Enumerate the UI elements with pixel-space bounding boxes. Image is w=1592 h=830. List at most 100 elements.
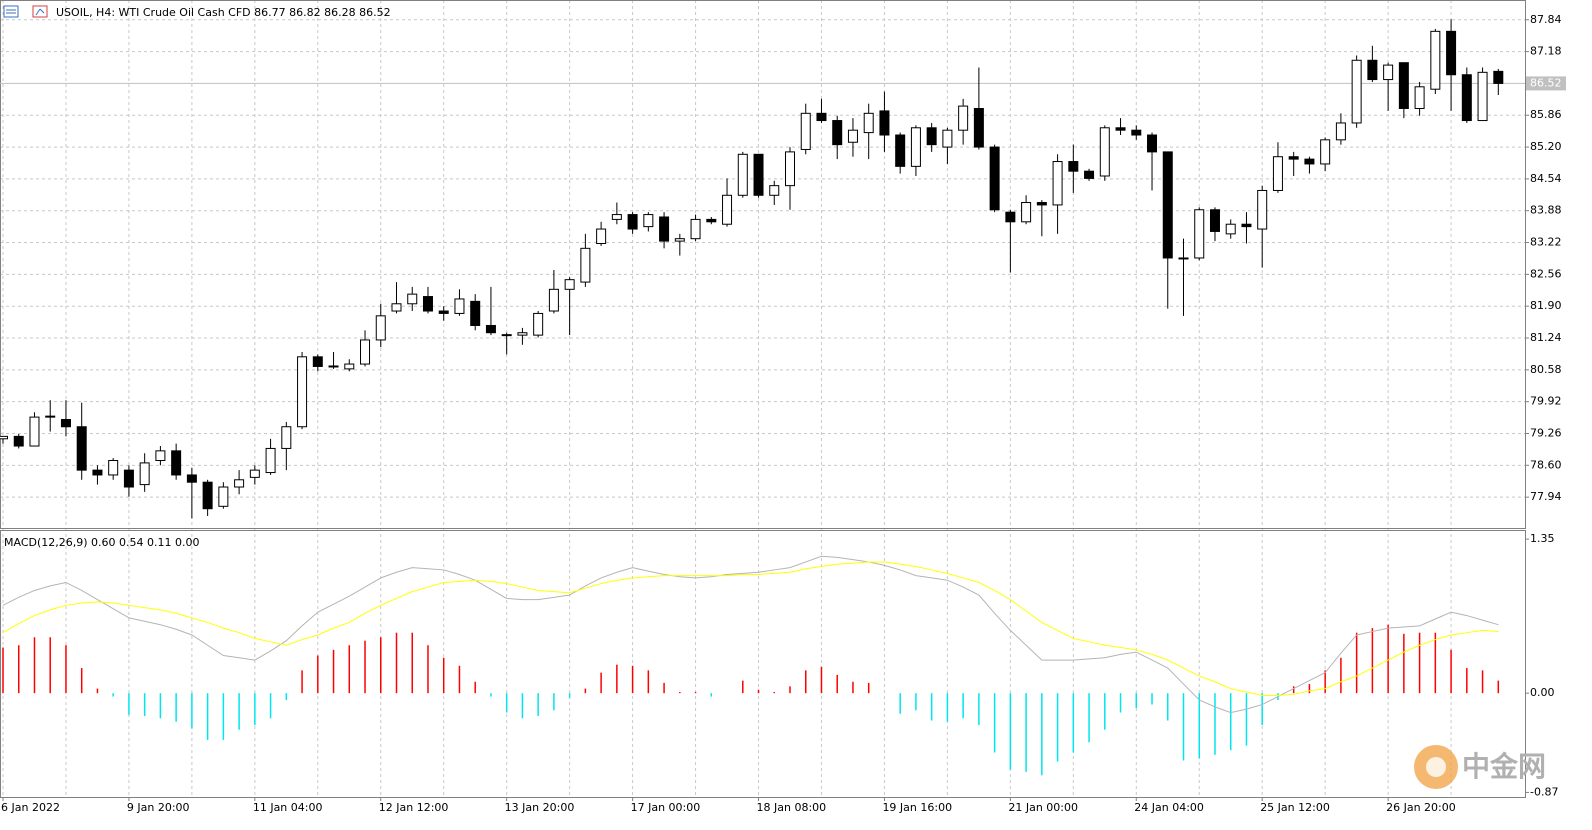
candle-body: [973, 107, 984, 148]
y-tick-label: 79.92: [1530, 395, 1562, 408]
candle-body: [1147, 134, 1158, 153]
y-tick-label: 85.86: [1530, 108, 1562, 121]
candle-body: [139, 462, 150, 486]
candle-body: [202, 481, 213, 510]
y-tick-label: 77.94: [1530, 490, 1562, 503]
candle-body: [611, 214, 622, 220]
candle-body: [548, 288, 559, 312]
candle-body: [1209, 209, 1220, 232]
candle-body: [690, 218, 701, 240]
candle-body: [123, 469, 134, 488]
candle-body: [1021, 202, 1032, 223]
candle-body: [533, 312, 544, 336]
candle-body: [470, 300, 481, 326]
candle-body: [895, 134, 906, 167]
candle-body: [1194, 209, 1205, 259]
indicator-title: MACD(12,26,9) 0.60 0.54 0.11 0.00: [4, 536, 200, 549]
x-tick-label: 26 Jan 20:00: [1386, 801, 1456, 814]
candle-body: [45, 415, 56, 418]
candle-body: [1461, 74, 1472, 122]
candle-body: [879, 110, 890, 136]
candle-body: [958, 105, 969, 131]
candle-body: [344, 363, 355, 370]
candle-body: [1099, 127, 1110, 177]
x-tick-label: 19 Jan 16:00: [882, 801, 952, 814]
candle-body: [1115, 127, 1126, 131]
candle-body: [517, 332, 528, 336]
candle-body: [737, 153, 748, 196]
candle-body: [910, 127, 921, 167]
candle-body: [186, 474, 197, 483]
chart-icon-line: [35, 8, 41, 16]
x-tick-label: 13 Jan 20:00: [505, 801, 575, 814]
candle-body: [580, 247, 591, 283]
indicator-line: [2, 561, 1499, 696]
candle-body: [454, 298, 465, 314]
candle-body: [942, 129, 953, 148]
y-tick-label: 81.24: [1530, 331, 1562, 344]
candle-body: [234, 479, 245, 488]
candle-body: [1036, 202, 1047, 206]
candle-body: [1383, 64, 1394, 81]
chart-icon[interactable]: [32, 5, 48, 18]
candle-body: [391, 303, 402, 312]
candle-body: [265, 447, 276, 474]
grid-layer: [0, 0, 1525, 797]
candle-body: [863, 112, 874, 134]
candle-body: [1367, 59, 1378, 81]
x-tick-label: 6 Jan 2022: [1, 801, 60, 814]
candle-body: [753, 153, 764, 196]
candle-body: [422, 296, 433, 312]
candle-body: [1398, 62, 1409, 109]
candle-body: [1052, 161, 1063, 206]
candle-body: [0, 435, 8, 440]
menu-icon[interactable]: [3, 5, 19, 18]
candle-body: [1162, 151, 1173, 259]
candle-body: [847, 129, 858, 143]
candle-body: [76, 426, 87, 471]
candle-body: [816, 112, 827, 122]
main-frame: [0, 0, 1526, 529]
candle-body: [297, 356, 308, 428]
candle-body: [375, 315, 386, 341]
chart-title: USOIL, H4: WTI Crude Oil Cash CFD 86.77 …: [56, 6, 391, 19]
candle-body: [1068, 161, 1079, 172]
y2-tick-label: 1.35: [1530, 532, 1555, 545]
last-price-label: 86.52: [1530, 76, 1562, 89]
x-tick-label: 24 Jan 04:00: [1134, 801, 1204, 814]
candle-body: [1477, 71, 1488, 122]
candle-body: [281, 426, 292, 449]
y-tick-label: 78.60: [1530, 458, 1562, 471]
candle-body: [1005, 211, 1016, 223]
candle-body: [1225, 223, 1236, 235]
candle-body: [13, 435, 24, 447]
candle-body: [360, 339, 371, 365]
x-tick-label: 21 Jan 00:00: [1008, 801, 1078, 814]
chart-icon-line: [39, 8, 45, 14]
y-tick-label: 84.54: [1530, 172, 1562, 185]
y2-tick-label: 0.00: [1530, 686, 1555, 699]
y-tick-label: 85.20: [1530, 140, 1562, 153]
y-tick-label: 79.26: [1530, 426, 1562, 439]
candle-body: [1493, 70, 1504, 84]
candle-body: [501, 334, 512, 337]
y-tick-label: 82.56: [1530, 267, 1562, 280]
candle-body: [171, 450, 182, 476]
candle-body: [328, 365, 339, 368]
indicator-line: [2, 555, 1499, 714]
candle-body: [1430, 30, 1441, 90]
candle-body: [485, 324, 496, 334]
candle-body: [218, 486, 229, 507]
candle-body: [832, 120, 843, 146]
y-tick-label: 81.90: [1530, 299, 1562, 312]
candle-body: [785, 151, 795, 187]
candle-body: [1178, 257, 1189, 260]
y2-tick-label: -0.87: [1530, 785, 1558, 798]
watermark-logo-inner: [1426, 757, 1446, 777]
candle-body: [706, 218, 717, 223]
candle-body: [407, 293, 418, 305]
x-tick-label: 18 Jan 08:00: [757, 801, 827, 814]
candle-body: [92, 469, 103, 476]
